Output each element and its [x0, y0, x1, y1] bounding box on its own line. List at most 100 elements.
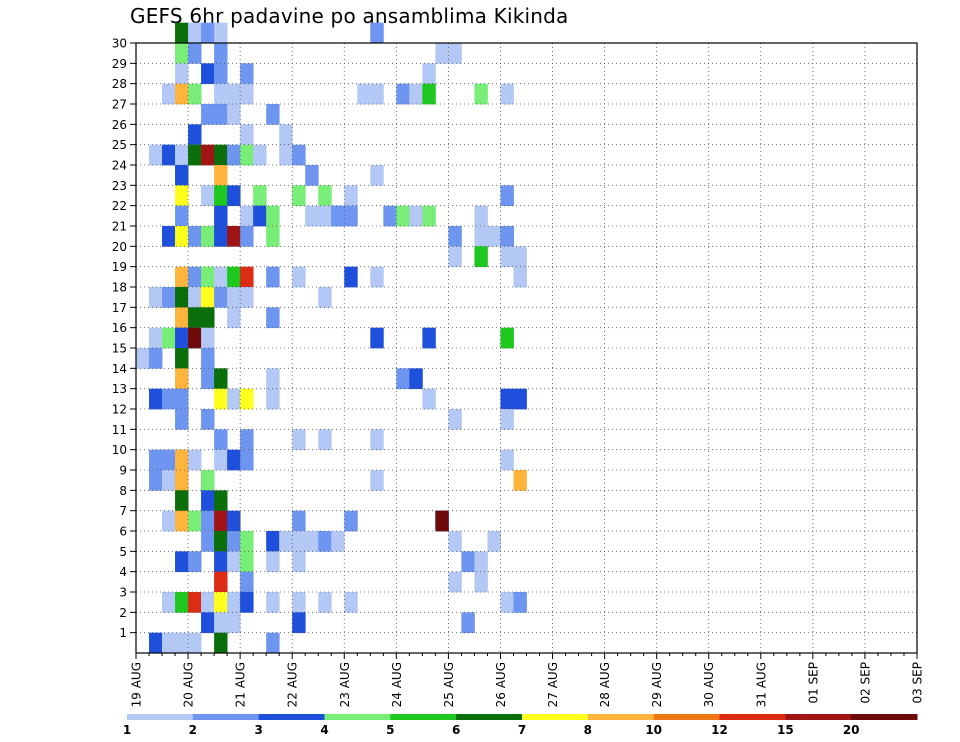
heatmap-cell	[266, 632, 280, 654]
heatmap-cell	[409, 83, 423, 105]
heatmap-cell	[162, 287, 176, 308]
heatmap-cell	[201, 63, 215, 85]
heatmap-cell	[500, 246, 514, 268]
heatmap-cell	[253, 144, 267, 166]
colorbar-swatch	[587, 714, 655, 720]
heatmap-cell	[227, 510, 241, 532]
y-tick-label: 20	[112, 240, 127, 254]
y-tick-label: 6	[119, 525, 127, 539]
heatmap-cell	[188, 83, 202, 105]
heatmap-cell	[175, 348, 189, 369]
heatmap-cell	[266, 592, 280, 613]
x-tick-label: 27 AUG	[546, 662, 560, 707]
x-tick-label: 23 AUG	[338, 662, 352, 707]
heatmap-cell	[201, 490, 215, 512]
heatmap-cell	[162, 388, 176, 410]
heatmap-cell	[240, 287, 254, 308]
heatmap-cell	[214, 63, 228, 85]
y-tick-label: 19	[112, 260, 127, 274]
heatmap-cell	[292, 144, 306, 166]
colorbar: 1 2 3 4 5 6 7 8 10 12 15 20	[123, 714, 918, 737]
colorbar-label: 5	[386, 723, 394, 737]
heatmap-cell	[201, 185, 215, 207]
heatmap-cell	[357, 83, 371, 105]
heatmap-cell	[370, 327, 384, 349]
heatmap-cell	[240, 124, 254, 146]
heatmap-cell	[266, 266, 280, 288]
heatmap-cell	[227, 307, 241, 329]
heatmap-cell	[448, 43, 462, 64]
heatmap-cell	[396, 368, 410, 390]
heatmap-cell	[227, 612, 241, 634]
heatmap-cell	[162, 510, 176, 532]
heatmap-cell	[513, 592, 527, 613]
heatmap-cell	[162, 632, 176, 654]
heatmap-cell	[214, 226, 228, 247]
heatmap-cell	[422, 388, 436, 410]
heatmap-cell	[188, 449, 202, 471]
heatmap-cell	[188, 22, 202, 44]
colorbar-swatch	[324, 714, 391, 720]
x-tick-label: 30 AUG	[702, 662, 716, 707]
heatmap-cell	[201, 470, 215, 491]
heatmap-cell	[422, 83, 436, 105]
heatmap-cell	[292, 185, 306, 207]
x-tick-label: 25 AUG	[442, 662, 456, 707]
y-tick-label: 17	[112, 301, 127, 315]
heatmap-cell	[253, 205, 267, 227]
heatmap-cell	[474, 83, 488, 105]
heatmap-cell	[214, 571, 228, 593]
heatmap-cell	[474, 571, 488, 593]
heatmap-cell	[162, 144, 176, 166]
x-tick-label: 22 AUG	[286, 662, 300, 707]
colorbar-label: 7	[518, 723, 526, 737]
heatmap-cell	[240, 83, 254, 105]
x-tick-label: 20 AUG	[182, 662, 196, 707]
heatmap-cell	[318, 205, 332, 227]
heatmap-cell	[175, 83, 189, 105]
y-tick-label: 12	[112, 403, 127, 417]
heatmap-cell	[214, 266, 228, 288]
colorbar-label: 12	[711, 723, 728, 737]
heatmap-cell	[175, 327, 189, 349]
heatmap-cell	[201, 510, 215, 532]
heatmap-cell	[214, 368, 228, 390]
heatmap-cell	[422, 327, 436, 349]
heatmap-cell	[162, 592, 176, 613]
heatmap-cell	[500, 592, 514, 613]
heatmap-cell	[500, 83, 514, 105]
heatmap-cell	[240, 266, 254, 288]
heatmap-cell	[214, 490, 228, 512]
colorbar-label: 20	[843, 723, 860, 737]
y-tick-label: 11	[112, 423, 127, 437]
heatmap-cell	[175, 551, 189, 573]
y-tick-label: 13	[112, 382, 127, 396]
heatmap-cell	[175, 592, 189, 613]
heatmap-cell	[214, 185, 228, 207]
heatmap-cell	[201, 266, 215, 288]
colorbar-swatch	[719, 714, 786, 720]
heatmap-cell	[214, 43, 228, 64]
heatmap-cell	[344, 185, 358, 207]
heatmap-cell	[500, 388, 514, 410]
heatmap-cell	[214, 612, 228, 634]
heatmap-cell	[344, 205, 358, 227]
colorbar-swatch	[127, 714, 194, 720]
heatmap-cell	[461, 551, 475, 573]
heatmap-cell	[305, 205, 319, 227]
heatmap-cell	[279, 531, 293, 552]
heatmap-cell	[370, 429, 384, 451]
heatmap-cell	[175, 226, 189, 247]
heatmap-cell	[149, 327, 163, 349]
heatmap-cell	[344, 266, 358, 288]
heatmap-cell	[149, 470, 163, 491]
heatmap-cell	[175, 409, 189, 430]
heatmap-cell	[344, 592, 358, 613]
heatmap-cell	[214, 388, 228, 410]
heatmap-cell	[448, 226, 462, 247]
y-tick-label: 23	[112, 179, 127, 193]
heatmap-cell	[227, 449, 241, 471]
heatmap-cell	[136, 348, 150, 369]
heatmap-cell	[240, 144, 254, 166]
